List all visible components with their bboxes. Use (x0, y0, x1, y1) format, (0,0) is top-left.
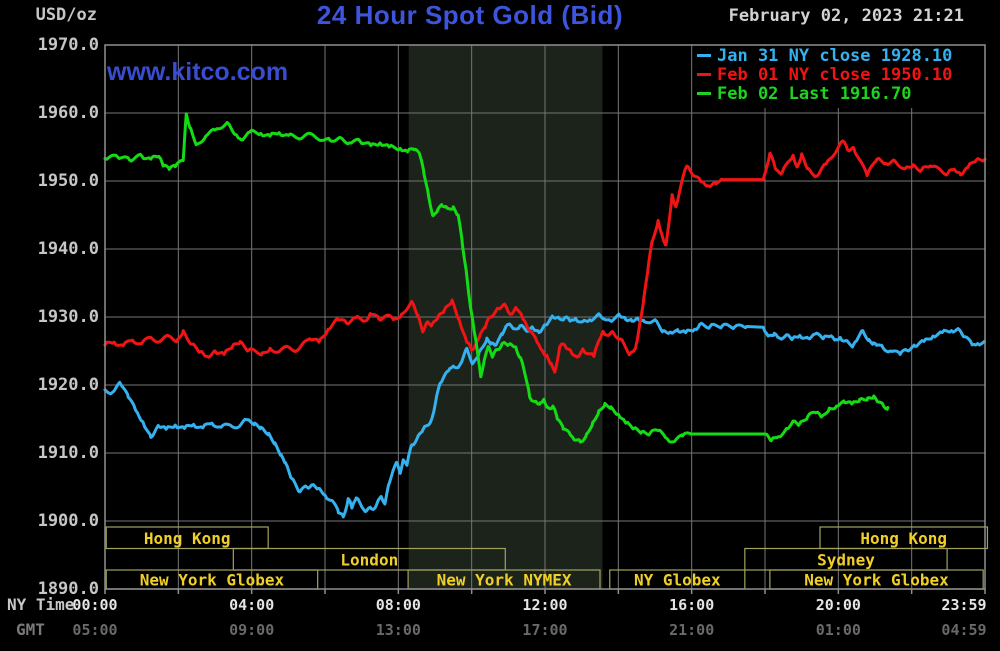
legend-item-label: Feb 01 NY close 1950.10 (717, 64, 953, 85)
session-label: New York Globex (804, 571, 949, 590)
session-label: NY Globex (634, 571, 721, 590)
chart-title: 24 Hour Spot Gold (Bid) (316, 0, 624, 30)
y-axis-labels: 1970.0 1960.0 1950.0 1940.0 1930.0 1920.0 1910… (38, 35, 99, 599)
session-boxes: Hong Kong Hong Kong London Sydney New York G… (105, 526, 989, 590)
x-tick-label: 04:59 (941, 621, 986, 639)
price-line-feb-02-last (103, 112, 890, 444)
kitco-watermark: www.kitco.com (107, 58, 289, 86)
legend: Jan 31 NY close 1928.10 Feb 01 NY close … (697, 45, 953, 104)
x-tick-label: 05:00 (72, 621, 117, 639)
legend-item-feb01: Feb 01 NY close 1950.10 (697, 64, 953, 85)
session-label: Hong Kong (144, 529, 231, 548)
x-tick-labels-ny-time: 00:00 04:00 08:00 12:00 16:00 20:00 23:59 (72, 596, 986, 614)
jan31-line-swatch (697, 54, 711, 57)
chart-timestamp: February 02, 2023 21:21 (728, 6, 964, 26)
x-tick-labels-gmt: 05:00 09:00 13:00 17:00 21:00 01:00 04:59 (72, 621, 986, 639)
x-tick-label: 00:00 (72, 596, 117, 614)
feb02-line-swatch (697, 92, 711, 95)
session-label: New York NYMEX (437, 571, 572, 590)
session-box (232, 547, 506, 571)
x-tick-label: 04:00 (229, 596, 274, 614)
feb01-line-swatch (697, 73, 711, 76)
x-tick-label: 01:00 (816, 621, 861, 639)
session-box (105, 526, 269, 550)
y-tick-label: 1890.0 (38, 579, 99, 599)
legend-backing (694, 46, 1000, 108)
legend-item-label: Jan 31 NY close 1928.10 (717, 45, 953, 66)
x-tick-label: 16:00 (669, 596, 714, 614)
y-tick-label: 1950.0 (38, 171, 99, 191)
legend-item-feb02: Feb 02 Last 1916.70 (697, 83, 952, 104)
legend-item-label: Feb 02 Last 1916.70 (717, 83, 912, 104)
y-tick-label: 1920.0 (38, 375, 99, 395)
x-tick-label: 23:59 (941, 596, 986, 614)
y-axis-units-label: USD/oz (35, 5, 97, 25)
x-axis-ny-time-caption: NY Time (7, 595, 75, 614)
session-label: Hong Kong (860, 529, 947, 548)
y-tick-label: 1970.0 (38, 35, 99, 55)
y-tick-label: 1930.0 (38, 307, 99, 327)
price-line-feb-01-ny-close (103, 139, 987, 374)
y-tick-label: 1910.0 (38, 443, 99, 463)
legend-item-jan31: Jan 31 NY close 1928.10 (697, 45, 953, 66)
y-tick-label: 1940.0 (38, 239, 99, 259)
price-line-jan-31-ny-close (103, 312, 986, 519)
x-tick-label: 13:00 (376, 621, 421, 639)
y-tick-label: 1900.0 (38, 511, 99, 531)
y-tick-label: 1960.0 (38, 103, 99, 123)
x-axis-ticks (104, 589, 986, 594)
session-label: Sydney (817, 550, 875, 569)
session-label: New York Globex (140, 571, 285, 590)
x-tick-label: 20:00 (816, 596, 861, 614)
gridlines (104, 44, 986, 590)
x-tick-label: 17:00 (522, 621, 567, 639)
x-tick-label: 21:00 (669, 621, 714, 639)
session-label: London (340, 550, 398, 569)
x-tick-label: 08:00 (376, 596, 421, 614)
x-axis-gmt-caption: GMT (16, 620, 45, 639)
x-tick-label: 12:00 (522, 596, 567, 614)
x-tick-label: 09:00 (229, 621, 274, 639)
